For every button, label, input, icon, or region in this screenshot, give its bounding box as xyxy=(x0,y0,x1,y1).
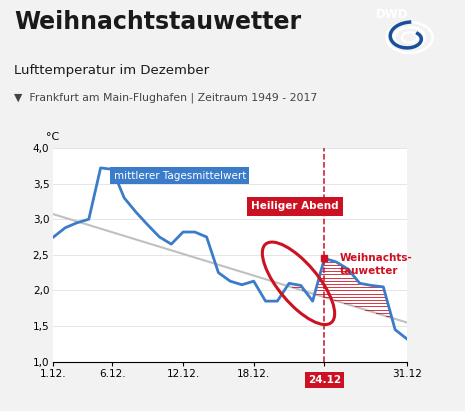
Text: Lufttemperatur im Dezember: Lufttemperatur im Dezember xyxy=(14,64,209,77)
Text: Weihnachtstauwetter: Weihnachtstauwetter xyxy=(14,10,301,34)
Text: mittlerer Tagesmittelwert: mittlerer Tagesmittelwert xyxy=(113,171,246,181)
Text: ▼  Frankfurt am Main-Flughafen | Zeitraum 1949 - 2017: ▼ Frankfurt am Main-Flughafen | Zeitraum… xyxy=(14,92,317,103)
Text: °C: °C xyxy=(46,132,60,141)
Text: Weihnachts-
tauwetter: Weihnachts- tauwetter xyxy=(340,254,412,276)
Text: DWD: DWD xyxy=(376,8,408,21)
Text: 24.12: 24.12 xyxy=(308,375,341,385)
Text: Heiliger Abend: Heiliger Abend xyxy=(251,201,339,211)
